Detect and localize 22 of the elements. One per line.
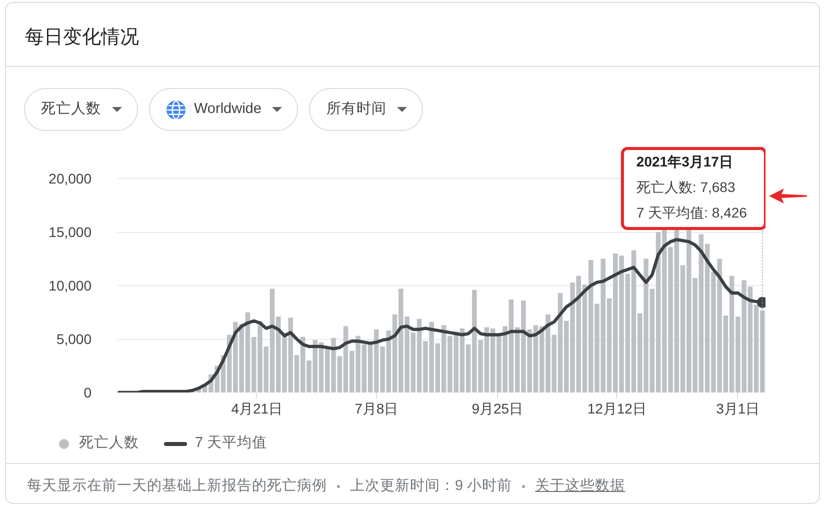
y-tick-label: 15,000 [48, 224, 92, 240]
y-tick-label: 5,000 [56, 331, 92, 348]
dropdown: 死亡人数 [24, 88, 138, 131]
legend-label: 死亡人数 [79, 434, 139, 454]
y-tick-label: 20,000 [48, 170, 92, 187]
y-tick-label: 10,000 [48, 278, 92, 294]
annotation: 死亡人数: 7,683 [636, 179, 736, 195]
x-tick-label: 3月1日 [716, 400, 760, 416]
legend-label: 7 天平均值 [195, 434, 268, 454]
x-tick-label: 12月12日 [587, 400, 646, 416]
y-tick-label: 0 [84, 384, 92, 400]
x-tick-label: 9月25日 [472, 400, 524, 416]
annotation: 7 天平均值: 8,426 [636, 204, 748, 220]
annotation: 2021年3月17日 [636, 154, 733, 170]
dropdown: 所有时间 [309, 88, 424, 131]
x-tick-label: 7月8日 [354, 400, 398, 416]
chart-title: 每日变化情况 [6, 3, 819, 67]
text: 关于这些数据 [535, 478, 626, 494]
text: 每天显示在前一天的基础上新报告的死亡病例 [27, 478, 327, 494]
x-tick-label: 4月21日 [231, 400, 283, 416]
text: 上次更新时间：9 小时前 [350, 478, 512, 494]
dropdown: Worldwide [149, 88, 298, 131]
